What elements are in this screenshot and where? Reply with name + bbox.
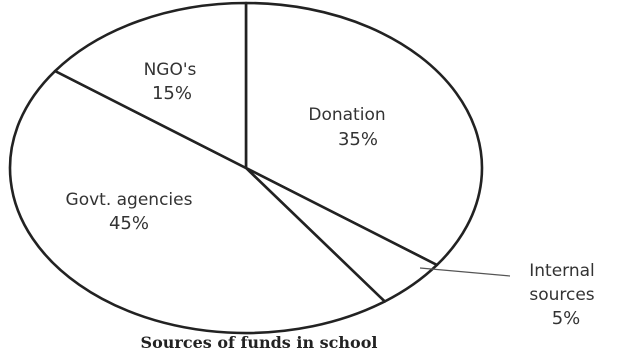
value-label-govt-agencies: 45% [109, 213, 149, 234]
value-label-internal-sources: 5% [552, 308, 581, 329]
slice-govt-agencies [8, 69, 387, 335]
slice-ngo [53, 1, 248, 170]
value-label-donation: 35% [338, 129, 378, 150]
label-internal-sources-line1: Internal [529, 261, 595, 281]
chart-title: Sources of funds in school [141, 333, 378, 352]
label-govt-agencies: Govt. agencies [66, 190, 193, 210]
label-internal-sources-line2: sources [529, 285, 594, 305]
internal-sources-leader-line [419, 267, 511, 277]
label-ngo: NGO's [144, 60, 197, 80]
pie-labels: NGO's 15% Donation 35% Govt. agencies 45… [66, 60, 595, 352]
slice-donation [244, 1, 484, 267]
value-label-ngo: 15% [152, 83, 192, 104]
pie-slices [8, 1, 484, 335]
label-donation: Donation [308, 105, 385, 125]
